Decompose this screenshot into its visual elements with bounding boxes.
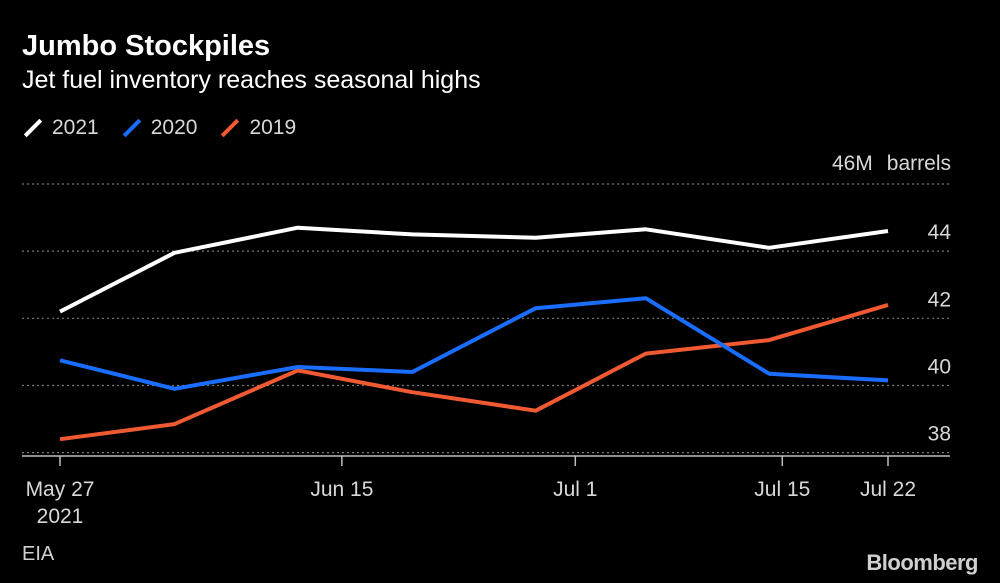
legend-label-2020: 2020 (150, 116, 198, 139)
legend-item-2020: 2020 (121, 116, 198, 140)
gridlines (22, 183, 950, 454)
source-note: EIA (22, 543, 55, 565)
y-top-value: 46M (832, 152, 873, 175)
series-line-2021 (59, 225, 889, 314)
legend-label-2021: 2021 (52, 116, 99, 139)
x-tick-label: Jun 15 (310, 478, 373, 501)
legend-label-2019: 2019 (249, 116, 297, 139)
y-tick-label: 44 (928, 221, 952, 244)
y-axis-label: barrels (887, 152, 951, 175)
chart-subtitle: Jet fuel inventory reaches seasonal high… (22, 66, 481, 94)
y-tick-label: 40 (928, 355, 951, 378)
chart-title: Jumbo Stockpiles (22, 30, 271, 62)
series-line-2019 (59, 302, 889, 442)
legend: 2021 2020 2019 (22, 116, 318, 140)
y-tick-label: 42 (928, 288, 951, 311)
x-tick-label: Jul 1 (553, 478, 597, 501)
y-tick-label: 38 (928, 423, 951, 446)
series-lines (59, 225, 889, 442)
x-tick-sublabel: 2021 (37, 505, 84, 528)
y-axis-unit-label: 46M barrels (832, 152, 951, 175)
legend-item-2021: 2021 (22, 116, 99, 140)
legend-item-2019: 2019 (219, 116, 296, 140)
x-tick-label: Jul 15 (754, 478, 810, 501)
x-tick-label: May 27 (26, 478, 95, 501)
x-tick-label: Jul 22 (860, 478, 916, 501)
series-line-2020 (59, 296, 889, 391)
bloomberg-logo: Bloomberg (866, 550, 978, 575)
x-axis: May 27 2021 Jun 15 Jul 1 Jul 15 Jul 22 (22, 455, 950, 528)
y-axis-ticks: 38 40 42 44 (928, 221, 952, 445)
